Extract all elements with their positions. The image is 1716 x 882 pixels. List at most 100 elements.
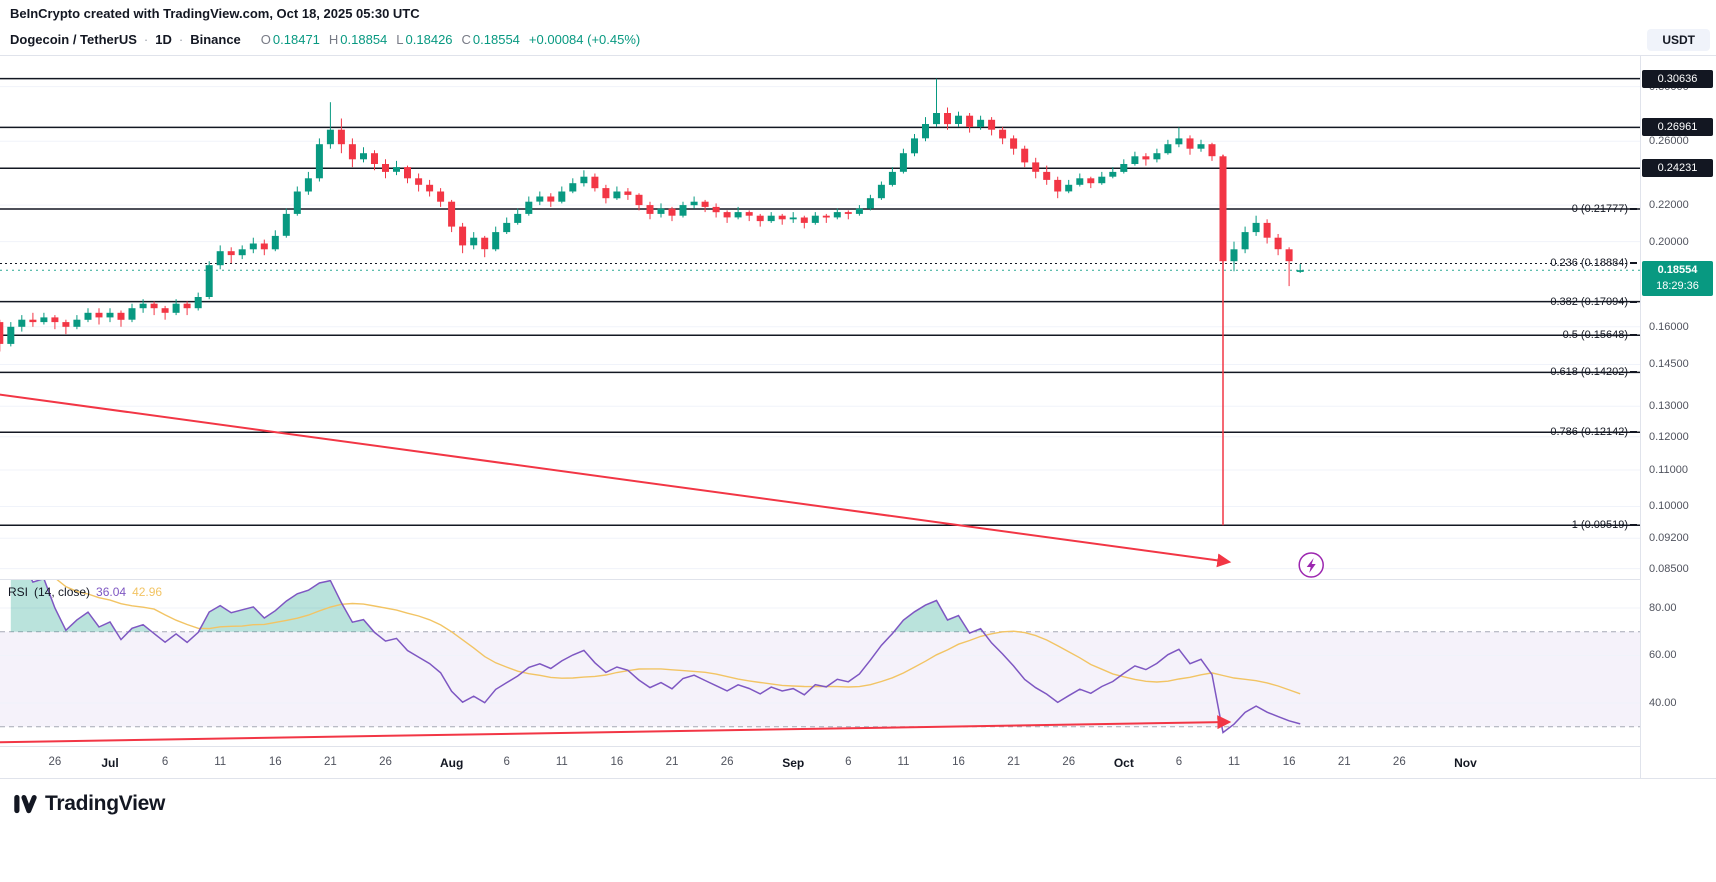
candle[interactable] bbox=[734, 206, 742, 220]
candle[interactable] bbox=[944, 107, 951, 130]
candle[interactable] bbox=[282, 208, 290, 238]
rsi-pane[interactable] bbox=[0, 579, 1640, 746]
candle[interactable] bbox=[635, 193, 643, 211]
candle[interactable] bbox=[690, 196, 698, 209]
candle[interactable] bbox=[1153, 148, 1161, 163]
candle[interactable] bbox=[404, 165, 411, 184]
candle[interactable] bbox=[29, 312, 37, 327]
candle[interactable] bbox=[426, 179, 434, 197]
candle[interactable] bbox=[1131, 151, 1139, 166]
candle[interactable] bbox=[855, 205, 863, 216]
candle[interactable] bbox=[0, 319, 4, 352]
currency-toggle-button[interactable]: USDT bbox=[1647, 29, 1710, 51]
candle[interactable] bbox=[205, 261, 213, 300]
candle[interactable] bbox=[183, 301, 191, 316]
candle[interactable] bbox=[128, 303, 136, 323]
candle[interactable] bbox=[811, 212, 819, 225]
candle[interactable] bbox=[745, 210, 753, 222]
candle[interactable] bbox=[437, 188, 445, 207]
candle[interactable] bbox=[547, 193, 555, 207]
candle[interactable] bbox=[51, 315, 59, 330]
candle[interactable] bbox=[1043, 165, 1051, 185]
candle[interactable] bbox=[470, 232, 478, 250]
candle[interactable] bbox=[701, 199, 709, 213]
candle[interactable] bbox=[7, 322, 15, 347]
chart-area[interactable]: 0.300000.260000.220000.200000.160000.145… bbox=[0, 55, 1716, 779]
candle[interactable] bbox=[1109, 167, 1117, 179]
candle[interactable] bbox=[326, 102, 334, 149]
candle[interactable] bbox=[1241, 226, 1249, 254]
candle[interactable] bbox=[172, 299, 180, 316]
interval-button[interactable]: 1D bbox=[155, 32, 172, 47]
candle[interactable] bbox=[238, 245, 246, 260]
candle[interactable] bbox=[778, 213, 786, 225]
candle[interactable] bbox=[371, 150, 378, 171]
candle[interactable] bbox=[1197, 139, 1205, 152]
candle[interactable] bbox=[833, 208, 841, 220]
candle[interactable] bbox=[315, 138, 323, 182]
candle[interactable] bbox=[459, 222, 467, 254]
candle[interactable] bbox=[922, 117, 929, 142]
candle[interactable] bbox=[1098, 171, 1106, 185]
candle[interactable] bbox=[679, 201, 687, 218]
candle[interactable] bbox=[106, 308, 114, 323]
candle[interactable] bbox=[492, 226, 500, 252]
candle[interactable] bbox=[1120, 159, 1128, 174]
candle[interactable] bbox=[1054, 176, 1062, 199]
candle[interactable] bbox=[822, 213, 830, 223]
candle[interactable] bbox=[844, 210, 852, 220]
trendline-arrow[interactable] bbox=[0, 393, 1232, 568]
candle[interactable] bbox=[624, 188, 632, 200]
candle[interactable] bbox=[602, 184, 610, 204]
candle[interactable] bbox=[117, 310, 125, 327]
candle[interactable] bbox=[1010, 135, 1018, 155]
candle[interactable] bbox=[1076, 173, 1084, 187]
rsi-trendline-arrow[interactable] bbox=[0, 715, 1232, 744]
candle[interactable] bbox=[481, 235, 489, 258]
candle[interactable] bbox=[591, 173, 599, 192]
candle[interactable] bbox=[888, 167, 896, 187]
candle[interactable] bbox=[1208, 142, 1216, 161]
candle[interactable] bbox=[525, 196, 533, 216]
candle[interactable] bbox=[866, 194, 874, 211]
candle[interactable] bbox=[514, 208, 522, 225]
candle[interactable] bbox=[613, 186, 621, 200]
candle[interactable] bbox=[216, 245, 224, 270]
candle[interactable] bbox=[712, 203, 720, 218]
candle[interactable] bbox=[1296, 264, 1304, 273]
candle[interactable] bbox=[988, 117, 996, 136]
candle[interactable] bbox=[337, 118, 345, 154]
candle[interactable] bbox=[569, 178, 577, 194]
candle[interactable] bbox=[580, 170, 588, 187]
candle[interactable] bbox=[966, 113, 974, 133]
candle[interactable] bbox=[18, 315, 26, 332]
rsi-title[interactable]: RSI bbox=[8, 585, 29, 599]
candle[interactable] bbox=[1175, 127, 1183, 148]
candle[interactable] bbox=[800, 215, 808, 229]
pane-separator[interactable] bbox=[0, 579, 1716, 580]
time-axis[interactable]: 26 Jul 6 11 16 21 26 Aug 6 11 16 21 26 Sep 6 11 16 21 26 Oc… bbox=[0, 746, 1640, 779]
candle[interactable] bbox=[260, 239, 268, 256]
candle[interactable] bbox=[646, 201, 654, 220]
candle[interactable] bbox=[1032, 157, 1040, 179]
candle[interactable] bbox=[1186, 135, 1194, 155]
tradingview-brand[interactable]: TradingView bbox=[12, 791, 165, 817]
candle[interactable] bbox=[249, 237, 257, 254]
candle[interactable] bbox=[40, 312, 48, 325]
candle[interactable] bbox=[999, 126, 1007, 145]
pane-separator[interactable] bbox=[0, 746, 1716, 747]
candle[interactable] bbox=[393, 160, 400, 176]
candle[interactable] bbox=[1164, 139, 1172, 155]
candle[interactable] bbox=[503, 217, 511, 235]
candle[interactable] bbox=[668, 206, 676, 222]
candle[interactable] bbox=[899, 148, 907, 174]
candle[interactable] bbox=[977, 115, 985, 130]
candle[interactable] bbox=[1021, 145, 1029, 168]
candle[interactable] bbox=[933, 78, 940, 127]
candle[interactable] bbox=[536, 191, 544, 206]
candle[interactable] bbox=[1252, 215, 1260, 236]
candle[interactable] bbox=[1285, 247, 1293, 287]
candle[interactable] bbox=[448, 199, 456, 233]
quick-action-lightning-button[interactable] bbox=[1298, 552, 1324, 578]
candle[interactable] bbox=[360, 147, 367, 163]
